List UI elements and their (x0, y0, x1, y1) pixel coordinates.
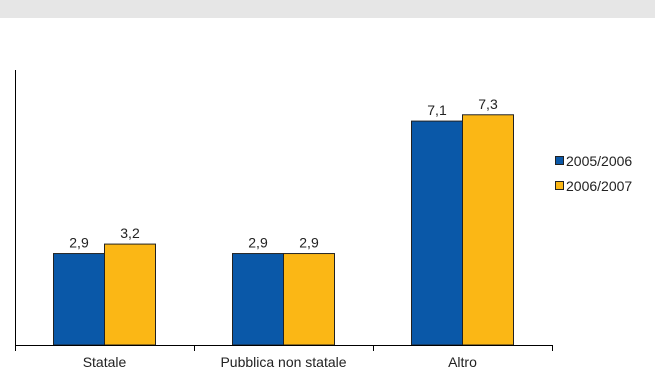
legend-swatch-1 (555, 181, 564, 190)
legend-item-1: 2006/2007 (555, 173, 632, 198)
value-labels-group: 2,9 3,2 2,9 2,9 7,1 7,3 (69, 96, 498, 251)
value-label-1-1: 2,9 (299, 235, 319, 251)
value-label-0-0: 2,9 (69, 235, 89, 251)
axes-group (15, 70, 552, 346)
legend-swatch-0 (555, 156, 564, 165)
category-label-1: Pubblica non statale (220, 354, 346, 370)
x-ticks-group (15, 345, 553, 351)
bar-0-2 (411, 120, 463, 346)
bar-0-0 (53, 253, 105, 346)
bar-1-0 (104, 243, 156, 346)
legend: 2005/2006 2006/2007 (555, 148, 632, 198)
top-band (0, 0, 655, 18)
category-label-0: Statale (83, 354, 127, 370)
value-label-1-0: 3,2 (120, 225, 140, 241)
bar-0-1 (232, 253, 284, 346)
category-labels-group: Statale Pubblica non statale Altro (83, 354, 477, 370)
value-label-0-1: 2,9 (248, 235, 268, 251)
value-label-0-2: 7,1 (427, 102, 447, 118)
legend-item-0: 2005/2006 (555, 148, 632, 173)
category-label-2: Altro (448, 354, 477, 370)
bar-1-2 (462, 114, 514, 346)
bars-group (53, 114, 514, 346)
value-label-1-2: 7,3 (478, 96, 498, 112)
bar-1-1 (283, 253, 335, 346)
legend-label-1: 2006/2007 (566, 177, 633, 194)
legend-label-0: 2005/2006 (566, 152, 633, 169)
